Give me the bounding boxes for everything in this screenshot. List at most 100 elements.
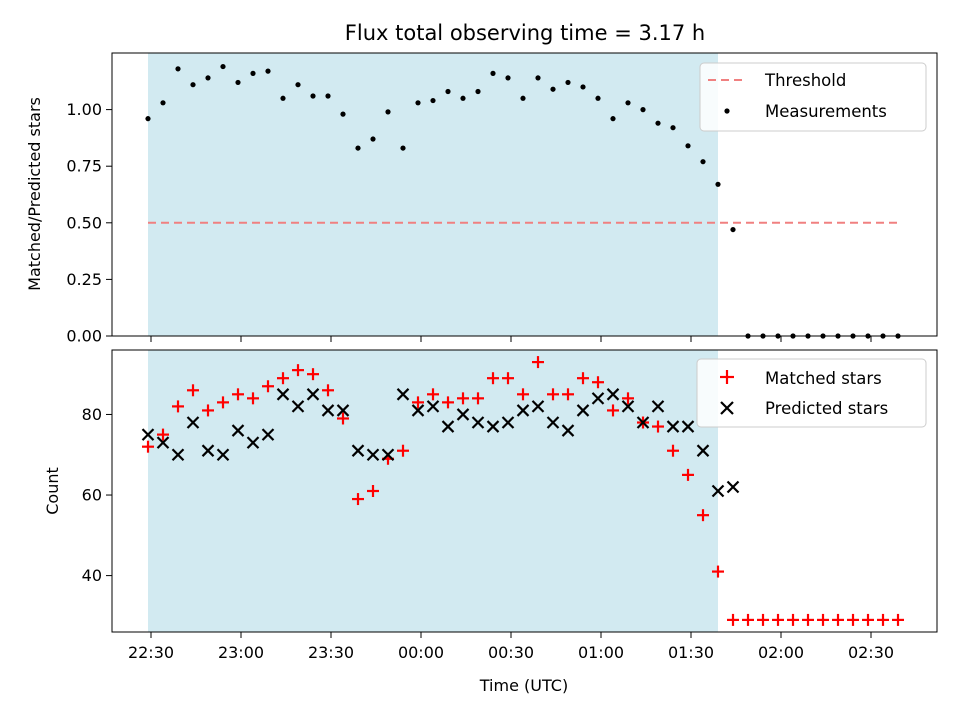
matched-star-point-45 (817, 613, 829, 626)
measurement-point-0 (145, 116, 151, 122)
measurement-point-20 (445, 88, 451, 95)
measurement-point-35 (670, 125, 676, 131)
top-y-tick-label-0: 0.00 (66, 327, 102, 346)
matched-star-point-31 (607, 404, 619, 417)
matched-star-point-22 (472, 392, 484, 405)
matched-star-point-15 (367, 485, 379, 497)
matched-star-point-9 (277, 372, 289, 385)
predicted-star-point-28 (561, 424, 575, 437)
matched-star-point-38 (712, 565, 724, 578)
measurement-point-18 (415, 100, 421, 106)
matched-star-point-19 (427, 388, 439, 401)
measurement-point-17 (400, 145, 406, 151)
bottom-y-tick-label-1: 60 (82, 486, 102, 505)
bottom-axes-frame (111, 349, 938, 633)
matched-star-point-13 (337, 412, 349, 425)
measurement-point-13 (340, 111, 346, 117)
top-x-ticks (150, 336, 872, 342)
matched-star-point-41 (757, 613, 769, 626)
predicted-star-point-38 (711, 484, 725, 498)
matched-star-point-48 (862, 613, 874, 626)
measurement-point-29 (580, 84, 586, 90)
predicted-star-point-10 (291, 400, 305, 413)
matched-star-point-11 (307, 368, 319, 381)
x-tick-label-1: 23:00 (218, 643, 264, 662)
predicted-star-point-30 (591, 392, 605, 405)
predicted-star-point-7 (246, 436, 260, 449)
matched-star-point-5 (217, 396, 229, 409)
legend-matched-swatch (720, 370, 734, 384)
predicted-star-point-39 (726, 480, 740, 494)
top-legend: Threshold Measurements (699, 62, 927, 132)
predicted-star-point-26 (531, 400, 545, 413)
matched-star-point-8 (262, 380, 274, 393)
predicted-star-point-31 (606, 388, 620, 401)
matched-star-point-2 (172, 400, 184, 413)
measurement-point-34 (655, 120, 661, 126)
legend-matched-label: Matched stars (765, 369, 882, 388)
legend-measurements-swatch (724, 108, 730, 114)
measurement-point-9 (280, 95, 286, 101)
predicted-star-point-36 (681, 420, 695, 433)
measurement-point-23 (490, 70, 496, 76)
predicted-star-point-0 (141, 428, 155, 441)
matched-star-point-10 (292, 364, 304, 377)
top-panel: 0.00 0.25 0.50 0.75 1.00 Matched/Predicted s… (25, 52, 938, 346)
measurement-point-39 (730, 226, 736, 233)
predicted-star-point-21 (456, 408, 470, 421)
measurement-point-5 (220, 63, 226, 70)
measurement-point-31 (610, 116, 616, 122)
legend-predicted-label: Predicted stars (765, 399, 888, 418)
bottom-y-tick-label-0: 40 (82, 566, 102, 585)
x-tick-label-6: 01:30 (668, 643, 714, 662)
predicted-star-point-4 (201, 444, 215, 457)
bottom-x-ticks: 22:30 23:00 23:30 00:00 00:30 01:00 01:30 02:00… (128, 632, 894, 662)
matched-star-point-20 (442, 396, 454, 409)
measurement-point-10 (295, 82, 301, 88)
predicted-star-point-8 (261, 428, 275, 441)
legend-predicted-swatch (720, 401, 734, 415)
predicted-star-point-34 (651, 400, 665, 413)
matched-star-point-1 (157, 428, 169, 441)
top-y-ticks: 0.00 0.25 0.50 0.75 1.00 (66, 100, 112, 346)
matched-star-point-26 (532, 356, 544, 369)
matched-star-point-29 (577, 372, 589, 385)
predicted-star-point-11 (306, 388, 320, 401)
matched-star-point-14 (352, 493, 364, 506)
top-legend-box (699, 62, 927, 132)
measurement-point-26 (535, 75, 541, 81)
measurement-point-4 (205, 75, 211, 81)
matched-star-point-49 (877, 613, 889, 626)
predicted-star-point-35 (666, 420, 680, 433)
top-y-tick-label-3: 0.75 (66, 157, 102, 176)
matched-star-point-4 (202, 404, 214, 417)
measurement-point-12 (325, 93, 331, 99)
measurement-point-28 (565, 79, 571, 86)
matched-star-point-30 (592, 376, 604, 389)
measurement-point-7 (250, 70, 256, 76)
measurement-point-38 (715, 181, 721, 187)
measurement-point-1 (160, 100, 166, 106)
matched-star-point-40 (742, 613, 754, 626)
predicted-star-point-23 (486, 420, 500, 433)
predicted-star-point-16 (381, 448, 395, 462)
matched-star-point-50 (892, 613, 904, 626)
measurement-point-30 (595, 95, 601, 101)
matched-star-point-36 (682, 468, 694, 481)
bottom-legend: Matched stars Predicted stars (696, 358, 927, 428)
matched-star-point-3 (187, 384, 199, 397)
matched-star-point-0 (142, 440, 154, 453)
bottom-y-tick-label-2: 80 (82, 405, 102, 424)
matched-star-point-25 (517, 388, 529, 401)
matched-star-point-35 (667, 444, 679, 457)
predicted-star-point-18 (411, 404, 425, 417)
predicted-star-point-24 (501, 416, 515, 429)
predicted-star-point-1 (156, 436, 170, 449)
measurement-point-21 (460, 95, 466, 101)
top-y-tick-label-1: 0.25 (66, 270, 102, 289)
predicted-star-point-33 (636, 416, 650, 429)
matched-star-point-17 (397, 444, 409, 457)
matched-star-point-27 (547, 388, 559, 401)
predicted-star-point-13 (336, 404, 350, 417)
